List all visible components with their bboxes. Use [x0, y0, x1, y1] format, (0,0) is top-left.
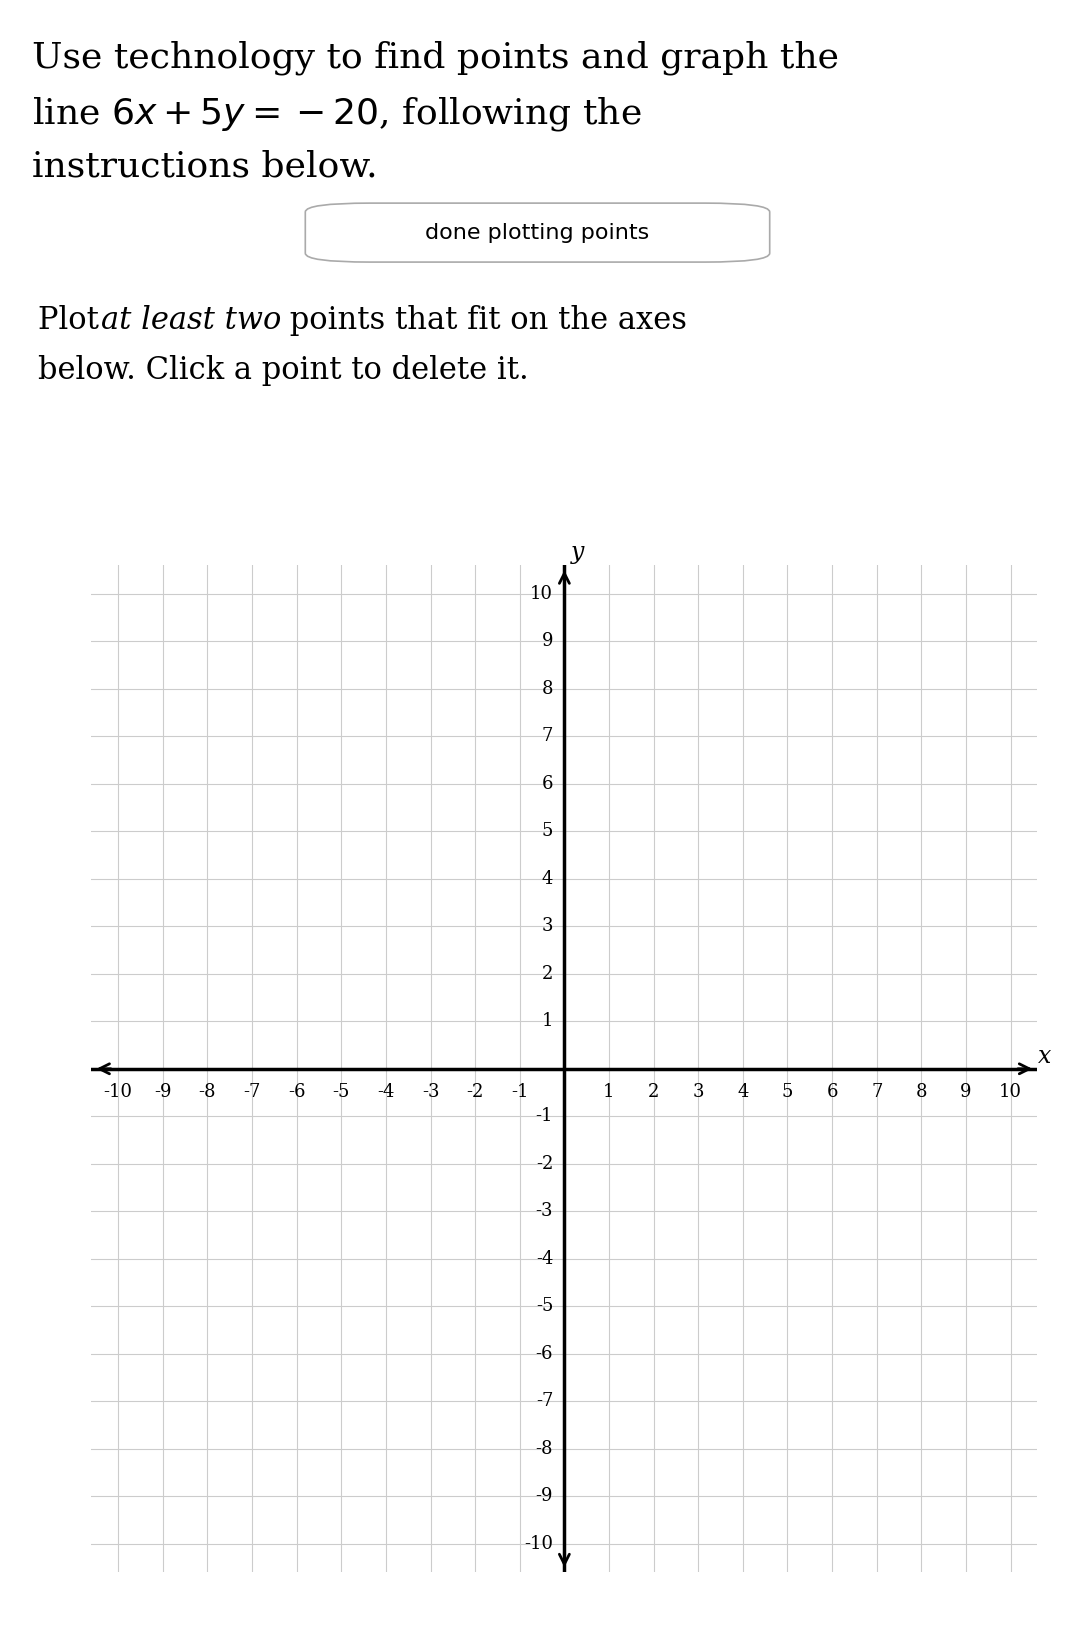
Text: 4: 4 — [737, 1083, 748, 1101]
Text: instructions below.: instructions below. — [32, 149, 378, 183]
Text: -1: -1 — [535, 1107, 554, 1125]
Text: -3: -3 — [535, 1202, 554, 1220]
Text: at least two: at least two — [101, 305, 282, 336]
Text: -1: -1 — [511, 1083, 529, 1101]
Text: 8: 8 — [542, 680, 554, 698]
Text: x: x — [1038, 1045, 1051, 1068]
Text: -2: -2 — [535, 1155, 554, 1173]
Text: -8: -8 — [199, 1083, 216, 1101]
Text: -3: -3 — [421, 1083, 440, 1101]
Text: -9: -9 — [154, 1083, 172, 1101]
Text: -7: -7 — [535, 1392, 554, 1410]
Text: -10: -10 — [103, 1083, 132, 1101]
Text: 5: 5 — [782, 1083, 793, 1101]
Text: -5: -5 — [332, 1083, 350, 1101]
Text: 6: 6 — [542, 775, 554, 793]
Text: -10: -10 — [525, 1535, 554, 1553]
Text: 2: 2 — [542, 965, 554, 983]
Text: 6: 6 — [827, 1083, 837, 1101]
Text: 2: 2 — [648, 1083, 659, 1101]
Text: 7: 7 — [871, 1083, 883, 1101]
Text: done plotting points: done plotting points — [426, 223, 649, 242]
Text: -8: -8 — [535, 1440, 554, 1458]
Text: 4: 4 — [542, 870, 554, 888]
Text: 8: 8 — [916, 1083, 927, 1101]
FancyBboxPatch shape — [305, 203, 770, 262]
Text: -2: -2 — [467, 1083, 484, 1101]
Text: below. Click a point to delete it.: below. Click a point to delete it. — [38, 355, 529, 387]
Text: 9: 9 — [960, 1083, 972, 1101]
Text: 1: 1 — [542, 1012, 554, 1030]
Text: 5: 5 — [542, 822, 554, 840]
Text: -9: -9 — [535, 1487, 554, 1505]
Text: 10: 10 — [530, 585, 554, 603]
Text: -6: -6 — [535, 1345, 554, 1363]
Text: -5: -5 — [535, 1297, 554, 1315]
Text: Use technology to find points and graph the: Use technology to find points and graph … — [32, 41, 840, 75]
Text: points that fit on the axes: points that fit on the axes — [280, 305, 687, 336]
Text: 10: 10 — [999, 1083, 1022, 1101]
Text: 3: 3 — [692, 1083, 704, 1101]
Text: -4: -4 — [377, 1083, 395, 1101]
Text: -7: -7 — [243, 1083, 261, 1101]
Text: 7: 7 — [542, 727, 554, 745]
Text: 9: 9 — [542, 632, 554, 650]
Text: line $6x + 5y = -20$, following the: line $6x + 5y = -20$, following the — [32, 95, 642, 133]
Text: -4: -4 — [535, 1250, 554, 1268]
Text: 3: 3 — [542, 917, 554, 935]
Text: y: y — [571, 541, 585, 563]
Text: 1: 1 — [603, 1083, 615, 1101]
Text: -6: -6 — [288, 1083, 305, 1101]
Text: Plot: Plot — [38, 305, 109, 336]
